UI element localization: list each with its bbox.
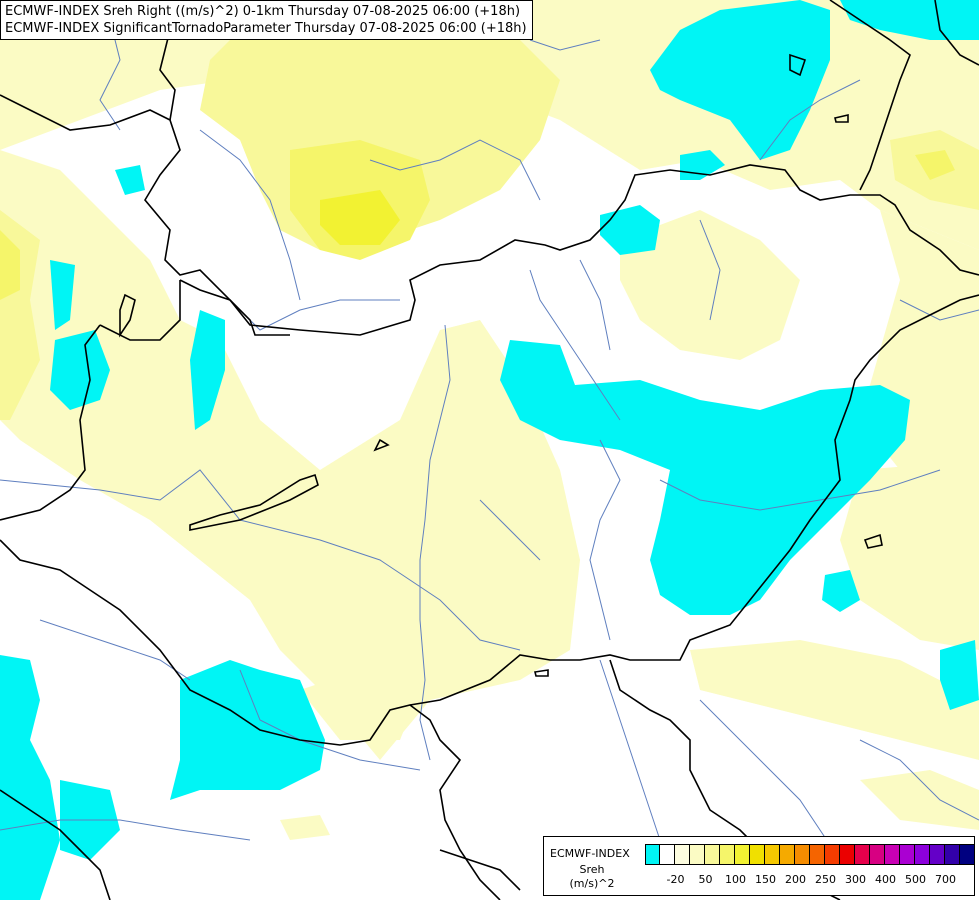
legend-swatch xyxy=(930,844,945,865)
legend-tick: 100 xyxy=(725,873,746,886)
legend-tick-labels: -20 50 100 150 200 250 300 400 500 700 xyxy=(645,873,975,887)
legend-swatch xyxy=(810,844,825,865)
legend-tick: 50 xyxy=(698,873,713,886)
title-line-stp: ECMWF-INDEX SignificantTornadoParameter … xyxy=(5,21,527,36)
color-legend: ECMWF-INDEX Sreh (m/s)^2 -20 50 100 150 200 2… xyxy=(543,836,975,896)
legend-unit: (m/s)^2 xyxy=(569,877,615,890)
legend-swatch xyxy=(795,844,810,865)
legend-swatch xyxy=(690,844,705,865)
legend-swatch xyxy=(900,844,915,865)
legend-swatch xyxy=(675,844,690,865)
legend-tick: 700 xyxy=(935,873,956,886)
legend-swatch xyxy=(855,844,870,865)
title-line-sreh: ECMWF-INDEX Sreh Right ((m/s)^2) 0-1km T… xyxy=(5,4,521,19)
legend-swatch xyxy=(915,844,930,865)
map-title-box: ECMWF-INDEX Sreh Right ((m/s)^2) 0-1km T… xyxy=(0,0,533,40)
legend-swatch xyxy=(735,844,750,865)
legend-swatch xyxy=(750,844,765,865)
legend-swatch xyxy=(660,844,675,865)
legend-swatch xyxy=(840,844,855,865)
legend-tick: 400 xyxy=(875,873,896,886)
legend-swatch xyxy=(945,844,960,865)
legend-model-name: ECMWF-INDEX xyxy=(550,847,630,860)
legend-tick: 200 xyxy=(785,873,806,886)
legend-swatch xyxy=(720,844,735,865)
legend-swatch xyxy=(885,844,900,865)
legend-swatch xyxy=(780,844,795,865)
legend-tick: 500 xyxy=(905,873,926,886)
legend-tick: 150 xyxy=(755,873,776,886)
legend-swatch xyxy=(765,844,780,865)
legend-variable: Sreh xyxy=(579,863,605,876)
legend-swatch xyxy=(645,844,660,865)
legend-tick: -20 xyxy=(666,873,685,886)
legend-swatch xyxy=(870,844,885,865)
legend-color-bar xyxy=(645,844,975,865)
legend-tick: 300 xyxy=(845,873,866,886)
field-bright-yellow xyxy=(320,190,400,245)
legend-swatch xyxy=(825,844,840,865)
legend-swatch xyxy=(705,844,720,865)
legend-swatch xyxy=(960,844,975,865)
legend-tick: 250 xyxy=(815,873,836,886)
